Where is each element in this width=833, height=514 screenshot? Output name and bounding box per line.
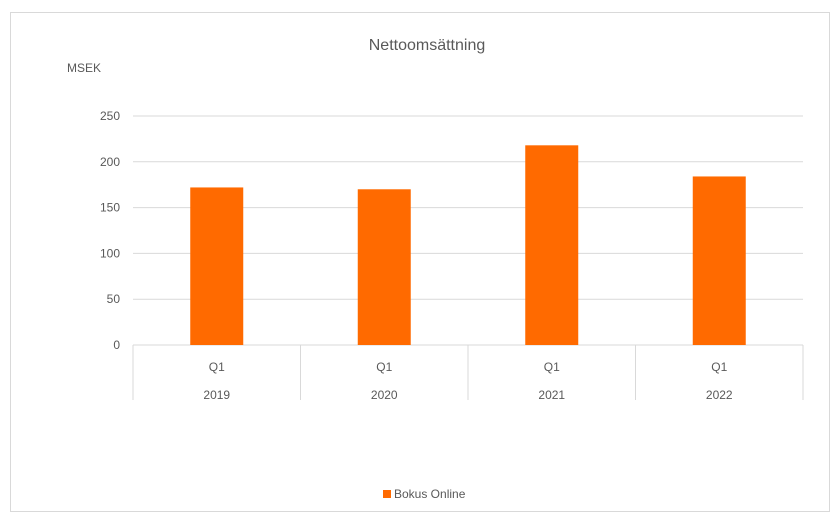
bar	[525, 145, 579, 345]
y-tick-label: 250	[100, 109, 120, 123]
legend: Bokus Online	[383, 487, 465, 501]
y-tick-label: 200	[100, 155, 120, 169]
chart-title: Nettoomsättning	[369, 37, 486, 54]
x-tick-label: Q1	[544, 360, 560, 374]
x-group-label: 2020	[371, 388, 398, 402]
x-group-label: 2019	[203, 388, 230, 402]
y-tick-label: 50	[107, 292, 121, 306]
bar	[357, 189, 411, 345]
x-tick-label: Q1	[209, 360, 225, 374]
x-group-label: 2021	[538, 388, 565, 402]
y-axis-label: MSEK	[67, 61, 101, 75]
bar	[190, 187, 244, 345]
y-tick-label: 0	[113, 338, 120, 352]
legend-label: Bokus Online	[394, 487, 466, 501]
x-tick-label: Q1	[711, 360, 727, 374]
legend-swatch	[383, 490, 391, 498]
x-group-label: 2022	[706, 388, 733, 402]
x-tick-label: Q1	[376, 360, 392, 374]
y-tick-label: 100	[100, 246, 120, 260]
bar	[692, 176, 746, 345]
y-tick-label: 150	[100, 201, 120, 215]
